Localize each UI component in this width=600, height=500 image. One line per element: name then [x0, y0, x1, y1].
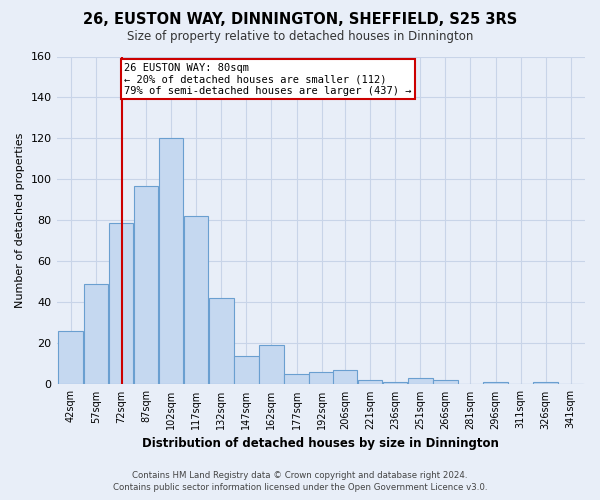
Text: 26 EUSTON WAY: 80sqm
← 20% of detached houses are smaller (112)
79% of semi-deta: 26 EUSTON WAY: 80sqm ← 20% of detached h…: [124, 62, 412, 96]
Y-axis label: Number of detached properties: Number of detached properties: [15, 133, 25, 308]
Bar: [58, 331, 83, 384]
Bar: [109, 222, 133, 384]
X-axis label: Distribution of detached houses by size in Dinnington: Distribution of detached houses by size …: [142, 437, 499, 450]
Bar: [483, 382, 508, 384]
Bar: [433, 380, 458, 384]
Bar: [310, 372, 334, 384]
Bar: [259, 346, 284, 385]
Text: 26, EUSTON WAY, DINNINGTON, SHEFFIELD, S25 3RS: 26, EUSTON WAY, DINNINGTON, SHEFFIELD, S…: [83, 12, 517, 28]
Bar: [408, 378, 433, 384]
Bar: [383, 382, 407, 384]
Bar: [159, 138, 184, 384]
Bar: [333, 370, 358, 384]
Bar: [358, 380, 382, 384]
Bar: [533, 382, 558, 384]
Bar: [284, 374, 309, 384]
Text: Size of property relative to detached houses in Dinnington: Size of property relative to detached ho…: [127, 30, 473, 43]
Text: Contains HM Land Registry data © Crown copyright and database right 2024.
Contai: Contains HM Land Registry data © Crown c…: [113, 471, 487, 492]
Bar: [209, 298, 233, 384]
Bar: [234, 356, 259, 384]
Bar: [134, 186, 158, 384]
Bar: [184, 216, 208, 384]
Bar: [83, 284, 108, 384]
